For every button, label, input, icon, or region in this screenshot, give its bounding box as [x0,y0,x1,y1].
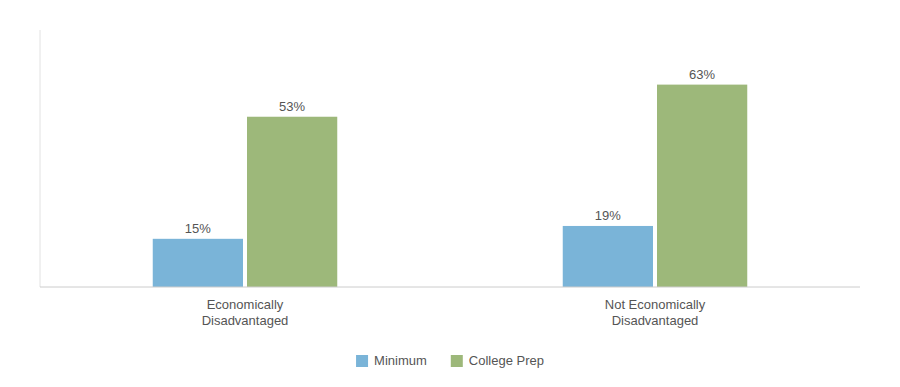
bars [153,85,748,287]
data-label: 15% [185,221,211,236]
legend: Minimum College Prep [356,353,544,368]
bar [247,117,337,287]
bar [657,85,747,287]
data-label: 63% [689,67,715,82]
x-tick-label-line: Economically [207,297,284,312]
legend-item: College Prep [451,353,544,368]
bar [153,239,243,287]
legend-item: Minimum [356,353,427,368]
y-axis-line [40,30,41,287]
data-label: 19% [595,208,621,223]
data-labels: 15% 19% 53% 63% [185,67,716,236]
x-tick-label-line: Disadvantaged [612,313,699,328]
x-tick-label: Not EconomicallyDisadvantaged [605,297,706,328]
x-tick-label-line: Not Economically [605,297,706,312]
chart: 15%19%53%63%EconomicallyDisadvantagedNot… [0,0,900,387]
legend-swatch [356,355,368,367]
legend-swatch [451,355,463,367]
bar [563,226,653,287]
x-tick-label-line: Disadvantaged [202,313,289,328]
legend-label: Minimum [374,353,427,368]
legend-label: College Prep [469,353,544,368]
data-label: 53% [279,99,305,114]
x-axis-line [40,287,860,288]
x-tick-label: EconomicallyDisadvantaged [202,297,289,328]
